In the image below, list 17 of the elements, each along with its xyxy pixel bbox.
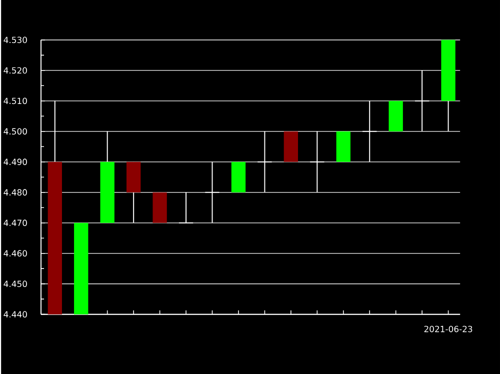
candlestick (178, 192, 194, 224)
y-tick-label: 4.440 (4, 311, 27, 318)
y-tick-label: 4.500 (4, 128, 27, 134)
y-tick-label: 4.450 (4, 280, 27, 287)
y-tick-label: 4.510 (4, 98, 27, 104)
candlestick (310, 130, 325, 193)
candlestick (414, 70, 430, 132)
y-tick-label: 4.530 (4, 36, 27, 44)
y-tick-label: 4.520 (4, 67, 27, 74)
candlestick (362, 100, 378, 162)
y-tick-label: 4.470 (4, 220, 27, 226)
y-tick-label: 4.460 (4, 250, 27, 256)
candlestick (257, 130, 272, 193)
y-tick-label: 4.480 (4, 189, 27, 196)
y-tick-label: 4.490 (4, 158, 27, 165)
x-tick-label: 2021-06-23 (424, 326, 472, 332)
candlestick (204, 161, 220, 224)
